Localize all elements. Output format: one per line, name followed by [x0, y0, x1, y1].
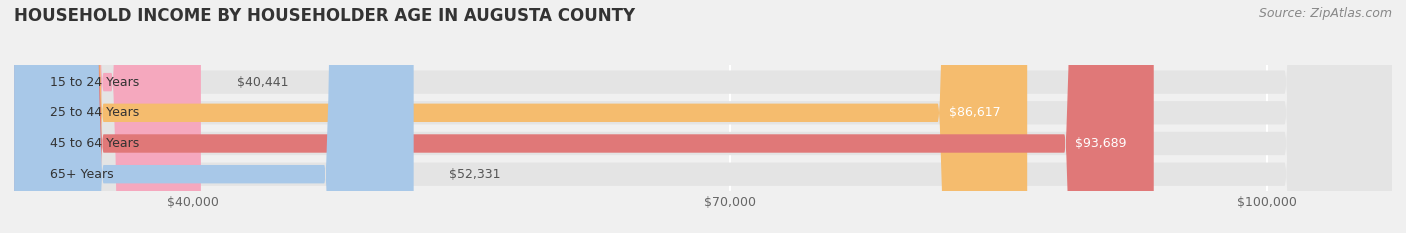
FancyBboxPatch shape — [14, 0, 1392, 233]
Text: 15 to 24 Years: 15 to 24 Years — [49, 76, 139, 89]
FancyBboxPatch shape — [14, 0, 1392, 233]
Text: 25 to 44 Years: 25 to 44 Years — [49, 106, 139, 119]
Text: Source: ZipAtlas.com: Source: ZipAtlas.com — [1258, 7, 1392, 20]
FancyBboxPatch shape — [14, 0, 1154, 233]
Text: $93,689: $93,689 — [1076, 137, 1126, 150]
FancyBboxPatch shape — [14, 0, 1028, 233]
Text: $52,331: $52,331 — [450, 168, 501, 181]
Text: $40,441: $40,441 — [236, 76, 288, 89]
Text: HOUSEHOLD INCOME BY HOUSEHOLDER AGE IN AUGUSTA COUNTY: HOUSEHOLD INCOME BY HOUSEHOLDER AGE IN A… — [14, 7, 636, 25]
Text: 45 to 64 Years: 45 to 64 Years — [49, 137, 139, 150]
FancyBboxPatch shape — [14, 0, 1392, 233]
FancyBboxPatch shape — [14, 0, 413, 233]
Text: $86,617: $86,617 — [949, 106, 1000, 119]
FancyBboxPatch shape — [14, 0, 201, 233]
FancyBboxPatch shape — [14, 0, 1392, 233]
Text: 65+ Years: 65+ Years — [49, 168, 114, 181]
